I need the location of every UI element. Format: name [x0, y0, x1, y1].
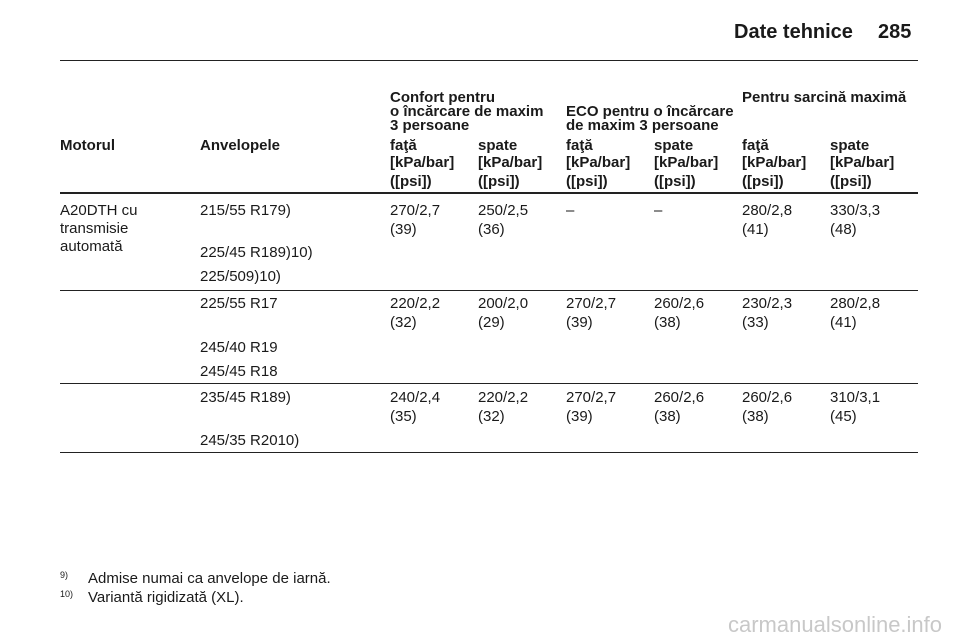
tyre-size: 235/45 R18 9) [200, 389, 291, 406]
unit-label: [kPa/bar] [478, 154, 543, 171]
tyre-size: 245/45 R18 [200, 363, 278, 380]
pressure: – [566, 202, 575, 219]
column-header: spate [478, 137, 518, 154]
footnote-ref: 9)10) [245, 268, 281, 285]
pressure: (39) [566, 314, 593, 331]
unit-label: ([psi]) [390, 173, 432, 190]
footnote-text: Admise numai ca anvelope de iarnă. [88, 570, 331, 587]
footnote-ref: 9)10) [277, 244, 313, 261]
tyre-size: 225/50 9)10) [200, 268, 281, 285]
pressure: 260/2,6 [742, 389, 793, 406]
unit-label: [kPa/bar] [742, 154, 807, 171]
pressure: 220/2,2 [390, 295, 441, 312]
pressure: 330/3,3 [830, 202, 881, 219]
unit-label: [kPa/bar] [390, 154, 455, 171]
tyre-size: 225/55 R17 [200, 295, 278, 312]
pressure: 270/2,7 [390, 202, 441, 219]
pressure: (36) [478, 221, 505, 238]
page-number: 285 [878, 21, 912, 43]
column-header: faţă [390, 137, 417, 154]
tyre-size: 245/40 R19 [200, 339, 278, 356]
tyre-size: 215/55 R17 9) [200, 202, 291, 219]
group-header: ECO pentru o încărcare [566, 103, 734, 120]
header-rule [60, 60, 918, 61]
group-header: 3 persoane [390, 117, 470, 134]
unit-label: ([psi]) [742, 173, 784, 190]
pressure: 200/2,0 [478, 295, 529, 312]
column-header: spate [830, 137, 870, 154]
footnote-ref: 9) [277, 389, 291, 406]
pressure: (39) [566, 408, 593, 425]
footnote-text: Variantă rigidizată (XL). [88, 589, 244, 606]
pressure: (48) [830, 221, 857, 238]
unit-label: ([psi]) [566, 173, 608, 190]
footnote-ref: 9) [277, 202, 291, 219]
group-header: Pentru sarcină maximă [742, 89, 907, 106]
unit-label: ([psi]) [478, 173, 520, 190]
pressure: (39) [390, 221, 417, 238]
pressure: 310/3,1 [830, 389, 881, 406]
footnote-mark: 10) [60, 589, 74, 599]
pressure: (38) [742, 408, 769, 425]
column-header: spate [654, 137, 694, 154]
engine: A20DTH cu [60, 202, 138, 219]
pressure: (32) [390, 314, 417, 331]
unit-label: ([psi]) [654, 173, 696, 190]
engine: automată [60, 238, 123, 255]
pressure: 220/2,2 [478, 389, 529, 406]
group-header: de maxim 3 persoane [566, 117, 719, 134]
tyre-size: 225/45 R18 9)10) [200, 244, 313, 261]
unit-label: [kPa/bar] [830, 154, 895, 171]
pressure: (45) [830, 408, 857, 425]
page-title: Date tehnice [734, 21, 853, 43]
pressure: 250/2,5 [478, 202, 529, 219]
pressure: (38) [654, 314, 681, 331]
column-header: Motorul [60, 137, 115, 154]
column-header: faţă [742, 137, 769, 154]
pressure: 280/2,8 [742, 202, 793, 219]
pressure: (35) [390, 408, 417, 425]
row-rule [60, 452, 918, 453]
pressure: 260/2,6 [654, 295, 705, 312]
watermark: carmanualsonline.info [728, 612, 943, 637]
pressure: (41) [830, 314, 857, 331]
tyre-size: 245/35 R20 10) [200, 432, 300, 449]
group-header: o încărcare de maxim [390, 103, 544, 120]
pressure: 270/2,7 [566, 389, 617, 406]
footnote-mark: 9) [60, 570, 69, 580]
pressure: – [654, 202, 663, 219]
pressure: 230/2,3 [742, 295, 793, 312]
pressure: (33) [742, 314, 769, 331]
pressure: 280/2,8 [830, 295, 881, 312]
engine: transmisie [60, 220, 129, 237]
table-head-rule [60, 192, 918, 194]
column-header: faţă [566, 137, 593, 154]
unit-label: [kPa/bar] [566, 154, 631, 171]
pressure: 260/2,6 [654, 389, 705, 406]
pressure: (38) [654, 408, 681, 425]
pressure: 270/2,7 [566, 295, 617, 312]
pressure: (32) [478, 408, 505, 425]
footnote-ref: 10) [277, 432, 300, 449]
pressure: (41) [742, 221, 769, 238]
row-rule [60, 290, 918, 291]
unit-label: ([psi]) [830, 173, 872, 190]
pressure: 240/2,4 [390, 389, 441, 406]
pressure: (29) [478, 314, 505, 331]
unit-label: [kPa/bar] [654, 154, 719, 171]
column-header: Anvelopele [200, 137, 281, 154]
group-header: Confort pentru [390, 89, 495, 106]
row-rule [60, 383, 918, 384]
